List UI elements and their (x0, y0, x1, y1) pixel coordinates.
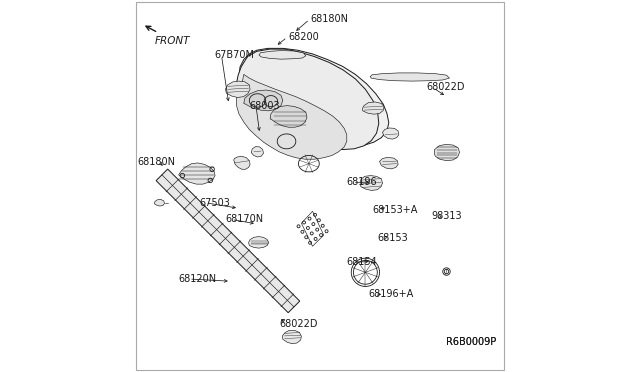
Polygon shape (154, 199, 164, 206)
Text: R6B0009P: R6B0009P (447, 337, 497, 347)
Polygon shape (282, 330, 301, 344)
Text: 67B70M: 67B70M (214, 50, 254, 60)
Text: 68154: 68154 (346, 257, 377, 267)
Polygon shape (179, 163, 215, 184)
Polygon shape (259, 51, 306, 59)
Text: FRONT: FRONT (154, 36, 190, 46)
Text: 68153+A: 68153+A (372, 205, 417, 215)
Polygon shape (248, 237, 269, 248)
Text: 68196: 68196 (346, 177, 377, 187)
Text: 68180N: 68180N (138, 157, 176, 167)
Polygon shape (156, 169, 300, 313)
Polygon shape (236, 49, 379, 150)
Polygon shape (251, 147, 264, 157)
Text: 67503: 67503 (199, 198, 230, 208)
Text: 98313: 98313 (431, 211, 462, 221)
Text: 68022D: 68022D (279, 319, 317, 328)
Text: 68153: 68153 (378, 233, 408, 243)
Text: 68170N: 68170N (225, 215, 263, 224)
Text: 68180N: 68180N (310, 15, 349, 24)
Polygon shape (360, 176, 383, 190)
Text: 68196+A: 68196+A (369, 289, 413, 299)
Polygon shape (244, 90, 283, 111)
Polygon shape (380, 157, 398, 169)
Text: 68200: 68200 (289, 32, 319, 42)
Text: 68003: 68003 (250, 101, 280, 111)
Text: 68022D: 68022D (426, 83, 465, 92)
Polygon shape (236, 74, 347, 159)
Text: R6B0009P: R6B0009P (447, 337, 497, 347)
Polygon shape (362, 102, 384, 114)
Polygon shape (434, 144, 460, 161)
Polygon shape (225, 81, 250, 97)
Polygon shape (234, 156, 250, 169)
Polygon shape (383, 128, 399, 139)
Polygon shape (237, 48, 389, 147)
Polygon shape (270, 106, 307, 127)
Polygon shape (370, 73, 449, 81)
Text: 68120N: 68120N (179, 274, 217, 284)
